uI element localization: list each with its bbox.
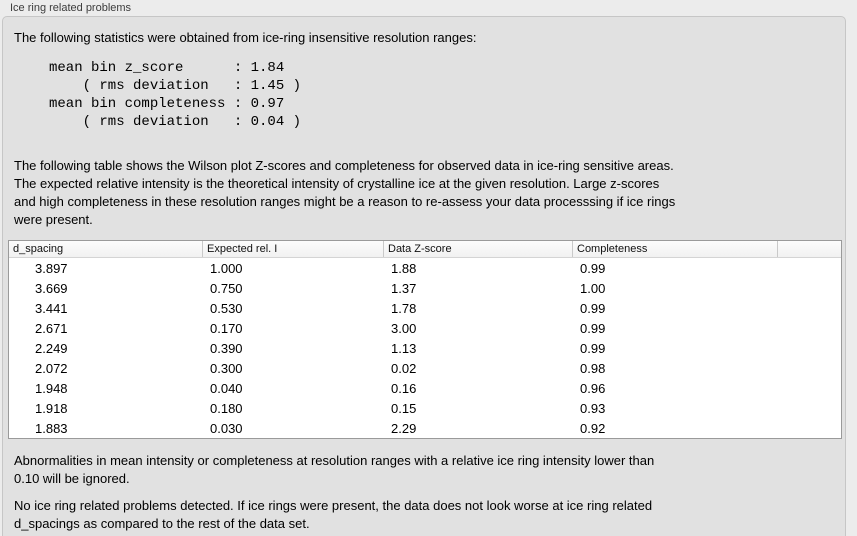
table-row[interactable]: 2.671 0.170 3.00 0.99: [9, 318, 841, 338]
table-cell: 0.180: [210, 401, 243, 416]
table-row[interactable]: 2.249 0.390 1.13 0.99: [9, 338, 841, 358]
table-cell: 0.170: [210, 321, 243, 336]
table-cell: 0.96: [580, 381, 606, 396]
table-cell: [777, 298, 841, 318]
table-cell: 1.948: [35, 381, 68, 396]
table-cell: 3.00: [391, 321, 417, 336]
table-cell: [777, 278, 841, 298]
table-body: 3.897 1.000 1.88 0.99 3.669 0.750 1.37 1.00 3.44…: [9, 258, 841, 438]
table-cell: 0.16: [391, 381, 417, 396]
table-cell: [777, 258, 841, 278]
table-cell: [777, 418, 841, 438]
table-cell: 1.883: [35, 421, 68, 436]
table-cell: 1.13: [391, 341, 417, 356]
table-row[interactable]: 3.897 1.000 1.88 0.99: [9, 258, 841, 278]
stats-block: mean bin z_score : 1.84 ( rms deviation …: [49, 60, 302, 130]
column-header-d-spacing[interactable]: d_spacing: [13, 243, 64, 255]
column-header-expected-rel-i[interactable]: Expected rel. I: [202, 241, 383, 257]
groupbox-title: Ice ring related problems: [10, 2, 132, 14]
table-cell: [777, 378, 841, 398]
table-cell: 0.99: [580, 321, 606, 336]
table-row[interactable]: 3.669 0.750 1.37 1.00: [9, 278, 841, 298]
table-cell: 2.249: [35, 341, 68, 356]
table-cell: 0.98: [580, 361, 606, 376]
table-row[interactable]: 1.883 0.030 2.29 0.92: [9, 418, 841, 438]
table-cell: 0.390: [210, 341, 243, 356]
table-cell: 3.897: [35, 261, 68, 276]
table-cell: 0.02: [391, 361, 417, 376]
conclusion-text: No ice ring related problems detected. I…: [14, 498, 653, 531]
table-cell: 1.000: [210, 261, 243, 276]
table-row[interactable]: 2.072 0.300 0.02 0.98: [9, 358, 841, 378]
table-cell: 0.530: [210, 301, 243, 316]
table-cell: 0.040: [210, 381, 243, 396]
table-cell: 0.93: [580, 401, 606, 416]
table-cell: [777, 338, 841, 358]
table-row[interactable]: 1.918 0.180 0.15 0.93: [9, 398, 841, 418]
table-cell: 0.030: [210, 421, 243, 436]
column-header-empty[interactable]: [777, 241, 841, 257]
column-header-completeness[interactable]: Completeness: [572, 241, 777, 257]
table-cell: 0.750: [210, 281, 243, 296]
intro-text: The following statistics were obtained f…: [14, 30, 477, 45]
table-cell: 1.00: [580, 281, 606, 296]
table-row[interactable]: 1.948 0.040 0.16 0.96: [9, 378, 841, 398]
ice-ring-panel: The following statistics were obtained f…: [2, 16, 846, 536]
table-cell: 0.15: [391, 401, 417, 416]
table-cell: 1.78: [391, 301, 417, 316]
table-row[interactable]: 3.441 0.530 1.78 0.99: [9, 298, 841, 318]
table-cell: 2.671: [35, 321, 68, 336]
table-cell: 0.92: [580, 421, 606, 436]
column-header-data-z-score[interactable]: Data Z-score: [383, 241, 572, 257]
table-cell: [777, 358, 841, 378]
table-cell: 2.072: [35, 361, 68, 376]
description-text: The following table shows the Wilson plo…: [14, 158, 676, 227]
table-cell: [777, 398, 841, 418]
ice-ring-table[interactable]: d_spacing Expected rel. I Data Z-score C…: [8, 240, 842, 439]
table-cell: 1.37: [391, 281, 417, 296]
table-cell: 2.29: [391, 421, 417, 436]
table-header-row: d_spacing Expected rel. I Data Z-score C…: [9, 241, 841, 258]
table-cell: 3.441: [35, 301, 68, 316]
table-cell: 1.88: [391, 261, 417, 276]
table-cell: 3.669: [35, 281, 68, 296]
table-cell: 0.99: [580, 341, 606, 356]
table-cell: 1.918: [35, 401, 68, 416]
table-cell: 0.300: [210, 361, 243, 376]
table-cell: 0.99: [580, 301, 606, 316]
table-cell: [777, 318, 841, 338]
table-cell: 0.99: [580, 261, 606, 276]
ignore-note-text: Abnormalities in mean intensity or compl…: [14, 453, 655, 486]
